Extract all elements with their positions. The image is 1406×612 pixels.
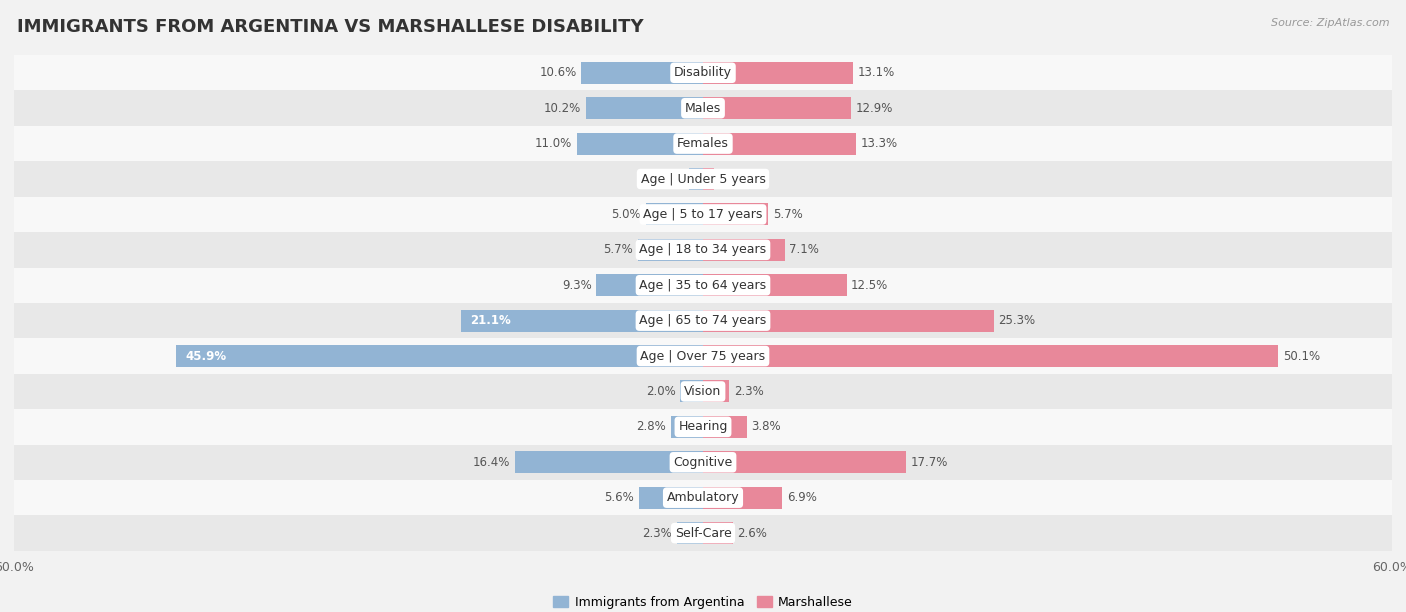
Text: Age | 18 to 34 years: Age | 18 to 34 years bbox=[640, 244, 766, 256]
Bar bbox=[689, 168, 703, 190]
Text: Females: Females bbox=[678, 137, 728, 150]
Text: 1.2%: 1.2% bbox=[655, 173, 685, 185]
Bar bbox=[645, 203, 703, 225]
Text: 7.1%: 7.1% bbox=[789, 244, 818, 256]
Text: 16.4%: 16.4% bbox=[472, 456, 510, 469]
Bar bbox=[576, 133, 703, 155]
Bar bbox=[14, 409, 1392, 444]
Text: Self-Care: Self-Care bbox=[675, 526, 731, 540]
Bar bbox=[703, 487, 782, 509]
Bar bbox=[14, 515, 1392, 551]
Text: 2.3%: 2.3% bbox=[643, 526, 672, 540]
Text: Cognitive: Cognitive bbox=[673, 456, 733, 469]
Bar bbox=[681, 381, 703, 403]
Text: Disability: Disability bbox=[673, 66, 733, 80]
Bar bbox=[703, 345, 1278, 367]
Bar bbox=[581, 62, 703, 84]
Text: 5.7%: 5.7% bbox=[773, 208, 803, 221]
Text: Males: Males bbox=[685, 102, 721, 114]
Text: 5.6%: 5.6% bbox=[605, 491, 634, 504]
Text: Hearing: Hearing bbox=[678, 420, 728, 433]
Text: Age | 5 to 17 years: Age | 5 to 17 years bbox=[644, 208, 762, 221]
Bar bbox=[14, 232, 1392, 267]
Text: 2.6%: 2.6% bbox=[738, 526, 768, 540]
Bar bbox=[14, 480, 1392, 515]
Text: 13.3%: 13.3% bbox=[860, 137, 897, 150]
Text: 3.8%: 3.8% bbox=[751, 420, 780, 433]
Bar bbox=[638, 487, 703, 509]
Text: 0.94%: 0.94% bbox=[718, 173, 755, 185]
Bar bbox=[586, 97, 703, 119]
Bar bbox=[703, 310, 994, 332]
Text: 5.7%: 5.7% bbox=[603, 244, 633, 256]
Bar bbox=[14, 162, 1392, 196]
Legend: Immigrants from Argentina, Marshallese: Immigrants from Argentina, Marshallese bbox=[554, 596, 852, 609]
Text: 5.0%: 5.0% bbox=[612, 208, 641, 221]
Bar bbox=[676, 522, 703, 544]
Text: Age | Under 5 years: Age | Under 5 years bbox=[641, 173, 765, 185]
Text: 2.0%: 2.0% bbox=[645, 385, 675, 398]
Text: Age | 65 to 74 years: Age | 65 to 74 years bbox=[640, 314, 766, 327]
Bar bbox=[703, 239, 785, 261]
Text: 12.9%: 12.9% bbox=[856, 102, 893, 114]
Bar bbox=[14, 91, 1392, 126]
Text: 45.9%: 45.9% bbox=[186, 349, 226, 362]
Text: Age | Over 75 years: Age | Over 75 years bbox=[641, 349, 765, 362]
Bar bbox=[703, 381, 730, 403]
Bar bbox=[176, 345, 703, 367]
Text: 10.6%: 10.6% bbox=[540, 66, 576, 80]
Text: 9.3%: 9.3% bbox=[562, 278, 592, 292]
Bar bbox=[14, 267, 1392, 303]
Bar bbox=[703, 203, 769, 225]
Text: 21.1%: 21.1% bbox=[470, 314, 510, 327]
Text: Age | 35 to 64 years: Age | 35 to 64 years bbox=[640, 278, 766, 292]
Text: 11.0%: 11.0% bbox=[534, 137, 572, 150]
Text: 6.9%: 6.9% bbox=[787, 491, 817, 504]
Bar bbox=[703, 168, 714, 190]
Text: 13.1%: 13.1% bbox=[858, 66, 896, 80]
Text: 12.5%: 12.5% bbox=[851, 278, 889, 292]
Bar bbox=[703, 451, 907, 473]
Bar bbox=[14, 55, 1392, 91]
Bar bbox=[703, 522, 733, 544]
Bar bbox=[637, 239, 703, 261]
Bar bbox=[14, 338, 1392, 374]
Bar bbox=[14, 126, 1392, 162]
Bar bbox=[515, 451, 703, 473]
Bar bbox=[14, 303, 1392, 338]
Text: IMMIGRANTS FROM ARGENTINA VS MARSHALLESE DISABILITY: IMMIGRANTS FROM ARGENTINA VS MARSHALLESE… bbox=[17, 18, 644, 36]
Bar bbox=[14, 196, 1392, 232]
Text: 2.8%: 2.8% bbox=[637, 420, 666, 433]
Text: 17.7%: 17.7% bbox=[911, 456, 948, 469]
Bar bbox=[703, 274, 846, 296]
Text: Ambulatory: Ambulatory bbox=[666, 491, 740, 504]
Bar bbox=[461, 310, 703, 332]
Bar bbox=[703, 133, 856, 155]
Bar bbox=[14, 374, 1392, 409]
Text: 25.3%: 25.3% bbox=[998, 314, 1035, 327]
Text: 2.3%: 2.3% bbox=[734, 385, 763, 398]
Text: Source: ZipAtlas.com: Source: ZipAtlas.com bbox=[1271, 18, 1389, 28]
Text: Vision: Vision bbox=[685, 385, 721, 398]
Text: 50.1%: 50.1% bbox=[1282, 349, 1320, 362]
Bar bbox=[703, 97, 851, 119]
Bar bbox=[671, 416, 703, 438]
Text: 10.2%: 10.2% bbox=[544, 102, 581, 114]
Bar bbox=[703, 416, 747, 438]
Bar bbox=[596, 274, 703, 296]
Bar bbox=[14, 444, 1392, 480]
Bar bbox=[703, 62, 853, 84]
